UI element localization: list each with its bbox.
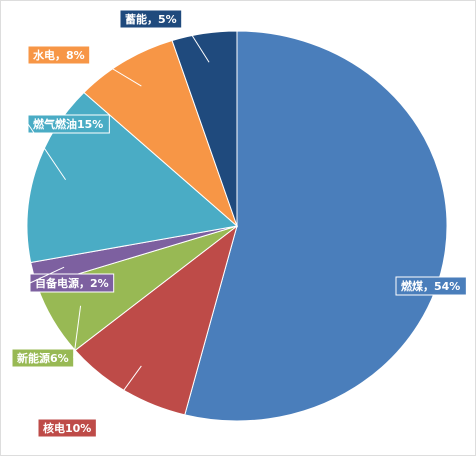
data-label: 核电10%: [37, 418, 97, 438]
leader-line: [89, 54, 142, 87]
pie-slice: [184, 30, 448, 422]
label-text: 蓄能，5%: [125, 12, 177, 26]
leader-line: [73, 305, 82, 359]
data-label: 蓄能，5%: [119, 9, 183, 29]
pie-slice: [171, 30, 238, 227]
label-text: 自备电源，2%: [35, 276, 109, 290]
data-label: 燃气燃油15%: [27, 114, 110, 134]
data-label: 燃煤，54%: [395, 276, 467, 296]
data-label: 新能源6%: [11, 348, 75, 368]
label-text: 核电10%: [43, 421, 91, 435]
leader-line: [27, 123, 67, 181]
pie-slice: [26, 91, 239, 264]
label-text: 水电，8%: [33, 48, 85, 62]
pie-slice: [83, 39, 239, 228]
leader-line: [181, 18, 210, 63]
leader-line: [95, 365, 142, 429]
data-label: 水电，8%: [27, 45, 91, 65]
pie-slice: [74, 224, 238, 416]
leader-line: [29, 266, 65, 284]
label-text: 新能源6%: [17, 351, 69, 365]
label-text: 燃气燃油15%: [32, 117, 103, 131]
label-text: 燃煤，54%: [400, 279, 460, 293]
label-box: [395, 276, 467, 296]
